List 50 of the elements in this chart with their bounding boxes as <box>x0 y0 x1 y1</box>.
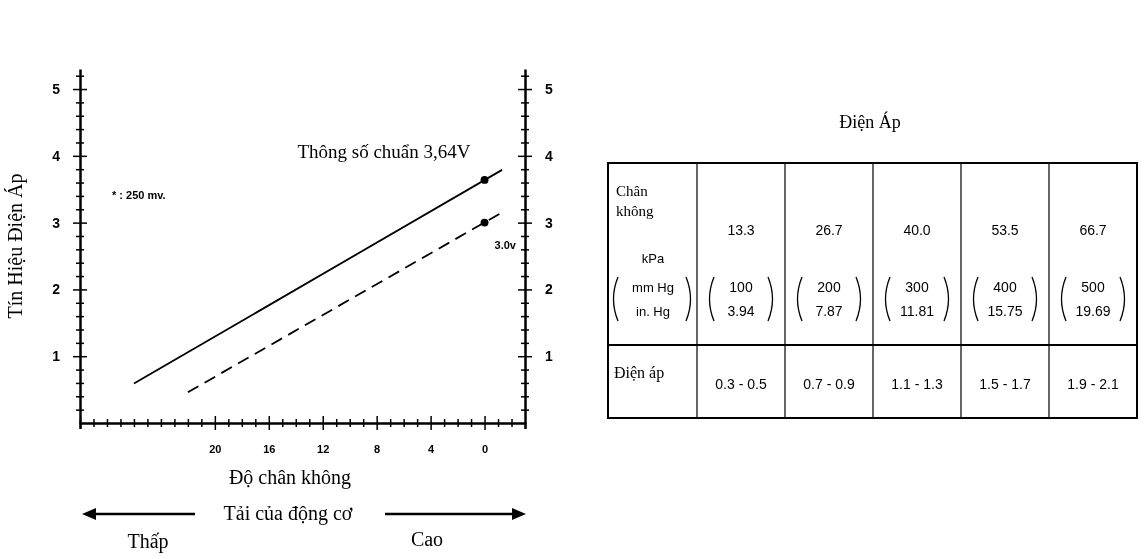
text: 13.3 <box>727 222 755 238</box>
y2-tick-label: 1 <box>545 348 553 365</box>
text: Thấp <box>127 530 169 553</box>
text: 0.3 - 0.5 <box>715 376 767 392</box>
text: 400 <box>993 279 1017 295</box>
y-tick-label: 3 <box>52 214 61 231</box>
text: 500 <box>1081 279 1105 295</box>
y2-tick-label: 2 <box>545 281 553 298</box>
annotation: * : 250 mv. <box>112 189 166 201</box>
text: Chân không <box>616 183 654 219</box>
y2-tick-label: 5 <box>545 81 553 98</box>
text: 53.5 <box>991 222 1019 238</box>
annotation: 3.0v <box>494 238 517 251</box>
y-axis-title: Tín Hiệu Điện Áp <box>4 173 27 319</box>
x-tick-label: 8 <box>374 442 381 455</box>
y2-tick-label: 4 <box>545 147 553 164</box>
text: 100 <box>729 279 753 295</box>
text: 3.94 <box>727 303 755 319</box>
text: kPa <box>641 251 665 266</box>
text: in. Hg <box>636 304 670 319</box>
text: 15.75 <box>987 303 1023 319</box>
y-tick-label: 5 <box>52 81 61 98</box>
x-tick-label: 4 <box>428 442 436 455</box>
text: 7.87 <box>815 303 843 319</box>
text: 1.1 - 1.3 <box>891 376 943 392</box>
text: 40.0 <box>903 222 931 238</box>
text: 19.69 <box>1075 303 1111 319</box>
text: 0.7 - 0.9 <box>803 376 855 392</box>
text: 66.7 <box>1079 222 1107 238</box>
x-axis-title: Độ chân không <box>228 466 352 489</box>
text: 300 <box>905 279 929 295</box>
y-tick-label: 1 <box>52 348 61 365</box>
text: 200 <box>817 279 841 295</box>
x-tick-label: 0 <box>481 442 489 455</box>
text: 11.81 <box>900 303 935 319</box>
y-tick-label: 2 <box>52 281 61 298</box>
annotation: Thông số chuẩn 3,64V <box>297 140 471 162</box>
text: Điện áp <box>614 364 665 382</box>
y2-tick-label: 3 <box>545 214 553 231</box>
text: Điện Áp <box>839 111 901 132</box>
text: Tải của động cơ <box>223 502 353 525</box>
x-tick-label: 16 <box>263 442 276 455</box>
text: Cao <box>410 528 444 550</box>
text: 1.9 - 2.1 <box>1067 376 1119 392</box>
text: mm Hg <box>632 280 674 295</box>
x-tick-label: 12 <box>317 442 330 455</box>
text: 26.7 <box>815 222 843 238</box>
text: 1.5 - 1.7 <box>979 376 1031 392</box>
x-tick-label: 20 <box>209 442 222 455</box>
y-tick-label: 4 <box>52 147 61 164</box>
